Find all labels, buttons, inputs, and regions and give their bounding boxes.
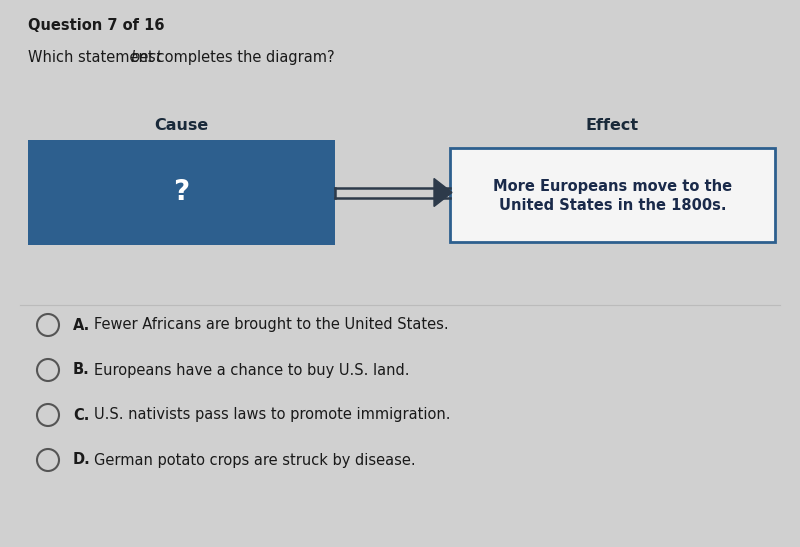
Text: United States in the 1800s.: United States in the 1800s. — [498, 199, 726, 213]
Text: Question 7 of 16: Question 7 of 16 — [28, 18, 165, 33]
Circle shape — [37, 359, 59, 381]
Bar — [28, 140, 335, 245]
Circle shape — [37, 314, 59, 336]
Text: completes the diagram?: completes the diagram? — [152, 50, 334, 65]
Text: Fewer Africans are brought to the United States.: Fewer Africans are brought to the United… — [94, 317, 449, 333]
Text: Which statement: Which statement — [28, 50, 158, 65]
Text: ?: ? — [174, 178, 190, 207]
Text: B.: B. — [73, 363, 90, 377]
Circle shape — [37, 449, 59, 471]
Text: Effect: Effect — [586, 118, 639, 133]
Text: German potato crops are struck by disease.: German potato crops are struck by diseas… — [94, 452, 416, 468]
Text: Cause: Cause — [154, 118, 209, 133]
Circle shape — [37, 404, 59, 426]
Bar — [450, 148, 775, 242]
Text: U.S. nativists pass laws to promote immigration.: U.S. nativists pass laws to promote immi… — [94, 408, 450, 422]
Text: best: best — [130, 50, 162, 65]
Text: Europeans have a chance to buy U.S. land.: Europeans have a chance to buy U.S. land… — [94, 363, 410, 377]
Text: C.: C. — [73, 408, 90, 422]
Polygon shape — [434, 178, 452, 207]
Text: More Europeans move to the: More Europeans move to the — [493, 178, 732, 194]
Text: D.: D. — [73, 452, 90, 468]
Text: A.: A. — [73, 317, 90, 333]
